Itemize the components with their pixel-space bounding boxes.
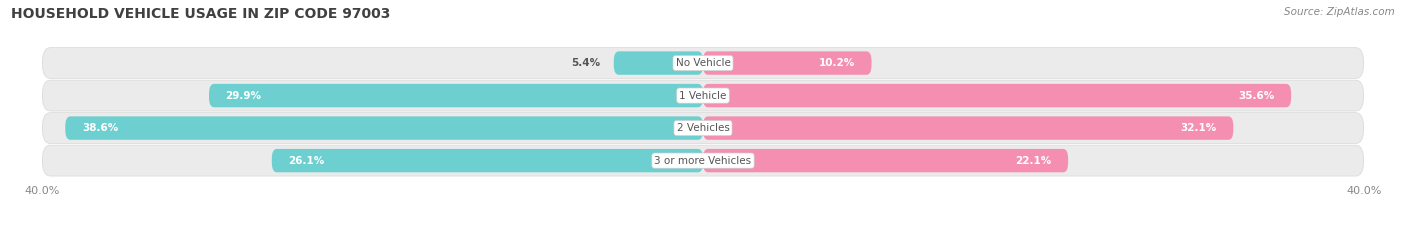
- Text: 38.6%: 38.6%: [82, 123, 118, 133]
- FancyBboxPatch shape: [42, 113, 1364, 144]
- Text: 2 Vehicles: 2 Vehicles: [676, 123, 730, 133]
- Text: HOUSEHOLD VEHICLE USAGE IN ZIP CODE 97003: HOUSEHOLD VEHICLE USAGE IN ZIP CODE 9700…: [11, 7, 391, 21]
- FancyBboxPatch shape: [271, 149, 703, 172]
- FancyBboxPatch shape: [42, 80, 1364, 111]
- FancyBboxPatch shape: [209, 84, 703, 107]
- FancyBboxPatch shape: [703, 51, 872, 75]
- FancyBboxPatch shape: [614, 51, 703, 75]
- Legend: Owner-occupied, Renter-occupied: Owner-occupied, Renter-occupied: [589, 230, 817, 233]
- Text: 32.1%: 32.1%: [1181, 123, 1216, 133]
- FancyBboxPatch shape: [65, 116, 703, 140]
- Text: 22.1%: 22.1%: [1015, 156, 1052, 166]
- FancyBboxPatch shape: [703, 116, 1233, 140]
- FancyBboxPatch shape: [42, 48, 1364, 79]
- Text: 10.2%: 10.2%: [818, 58, 855, 68]
- Text: No Vehicle: No Vehicle: [675, 58, 731, 68]
- Text: 26.1%: 26.1%: [288, 156, 325, 166]
- Text: 35.6%: 35.6%: [1239, 91, 1275, 101]
- FancyBboxPatch shape: [703, 84, 1291, 107]
- Text: 3 or more Vehicles: 3 or more Vehicles: [654, 156, 752, 166]
- Text: Source: ZipAtlas.com: Source: ZipAtlas.com: [1284, 7, 1395, 17]
- FancyBboxPatch shape: [703, 149, 1069, 172]
- Text: 29.9%: 29.9%: [225, 91, 262, 101]
- Text: 1 Vehicle: 1 Vehicle: [679, 91, 727, 101]
- FancyBboxPatch shape: [42, 145, 1364, 176]
- Text: 5.4%: 5.4%: [571, 58, 600, 68]
